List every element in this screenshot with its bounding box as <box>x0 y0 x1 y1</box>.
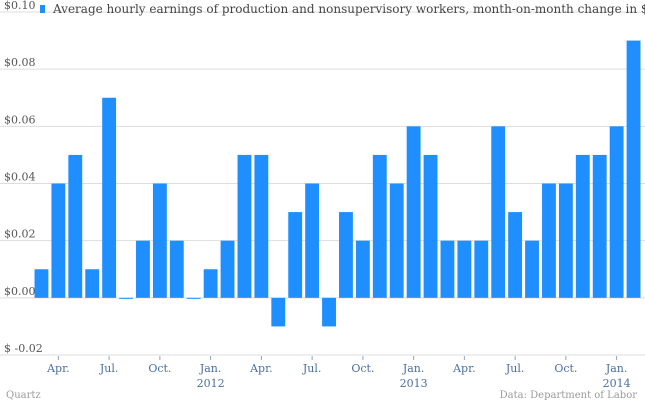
chart-legend: Average hourly earnings of production an… <box>40 2 645 16</box>
bar <box>152 183 167 298</box>
bar <box>609 126 624 298</box>
bar <box>51 183 66 298</box>
bar <box>136 240 150 298</box>
bar <box>34 269 49 298</box>
bar <box>423 154 438 298</box>
x-tick-label: Oct. <box>554 362 577 375</box>
y-tick-label: $0.00 <box>4 285 36 298</box>
bar <box>474 240 489 298</box>
bar <box>271 297 286 327</box>
bar <box>237 154 252 298</box>
bar <box>626 40 641 298</box>
bar <box>508 212 523 298</box>
x-tick-label: Jul. <box>99 362 119 375</box>
bar <box>457 240 472 298</box>
source-credit: Quartz <box>6 390 41 401</box>
x-year-label: 2012 <box>197 377 225 390</box>
x-year-label: 2014 <box>603 377 631 390</box>
x-tick-label: Apr. <box>249 362 273 375</box>
bar <box>119 297 133 299</box>
y-tick-label: $0.08 <box>4 56 36 69</box>
bar <box>372 154 387 298</box>
bar <box>339 212 353 298</box>
bar <box>558 183 573 298</box>
y-tick-label: $0.10 <box>4 0 36 12</box>
x-tick-label: Jan. <box>199 362 222 375</box>
x-tick-label: Apr. <box>46 362 70 375</box>
x-tick-label: Jan. <box>402 362 425 375</box>
y-tick-label: $ -0.02 <box>4 342 43 355</box>
bar <box>491 126 506 298</box>
bar <box>525 240 539 298</box>
bar <box>203 269 218 298</box>
x-tick-label: Oct. <box>148 362 171 375</box>
bar <box>322 297 336 327</box>
x-tick-label: Oct. <box>351 362 374 375</box>
y-tick-label: $0.06 <box>4 113 36 126</box>
y-tick-label: $0.04 <box>4 171 36 184</box>
bar <box>68 154 83 298</box>
x-year-label: 2013 <box>400 377 428 390</box>
x-tick-label: Jan. <box>605 362 628 375</box>
bar <box>85 269 100 298</box>
y-tick-label: $0.02 <box>4 228 36 241</box>
bar <box>592 154 607 298</box>
bar <box>542 183 556 298</box>
bar <box>355 240 370 298</box>
bar <box>220 240 235 298</box>
x-tick-label: Apr. <box>452 362 476 375</box>
bar <box>254 154 269 298</box>
bar <box>102 97 117 298</box>
bar <box>169 240 184 298</box>
legend-swatch <box>40 5 45 13</box>
bar <box>406 126 421 298</box>
bar <box>389 183 404 298</box>
bar <box>288 212 303 298</box>
x-tick-label: Jul. <box>302 362 322 375</box>
bar <box>440 240 455 298</box>
data-source: Data: Department of Labor <box>499 390 637 401</box>
legend-label: Average hourly earnings of production an… <box>53 2 645 16</box>
bar <box>186 297 201 299</box>
bar <box>575 154 590 298</box>
x-tick-label: Jul. <box>505 362 525 375</box>
bar <box>305 183 320 298</box>
